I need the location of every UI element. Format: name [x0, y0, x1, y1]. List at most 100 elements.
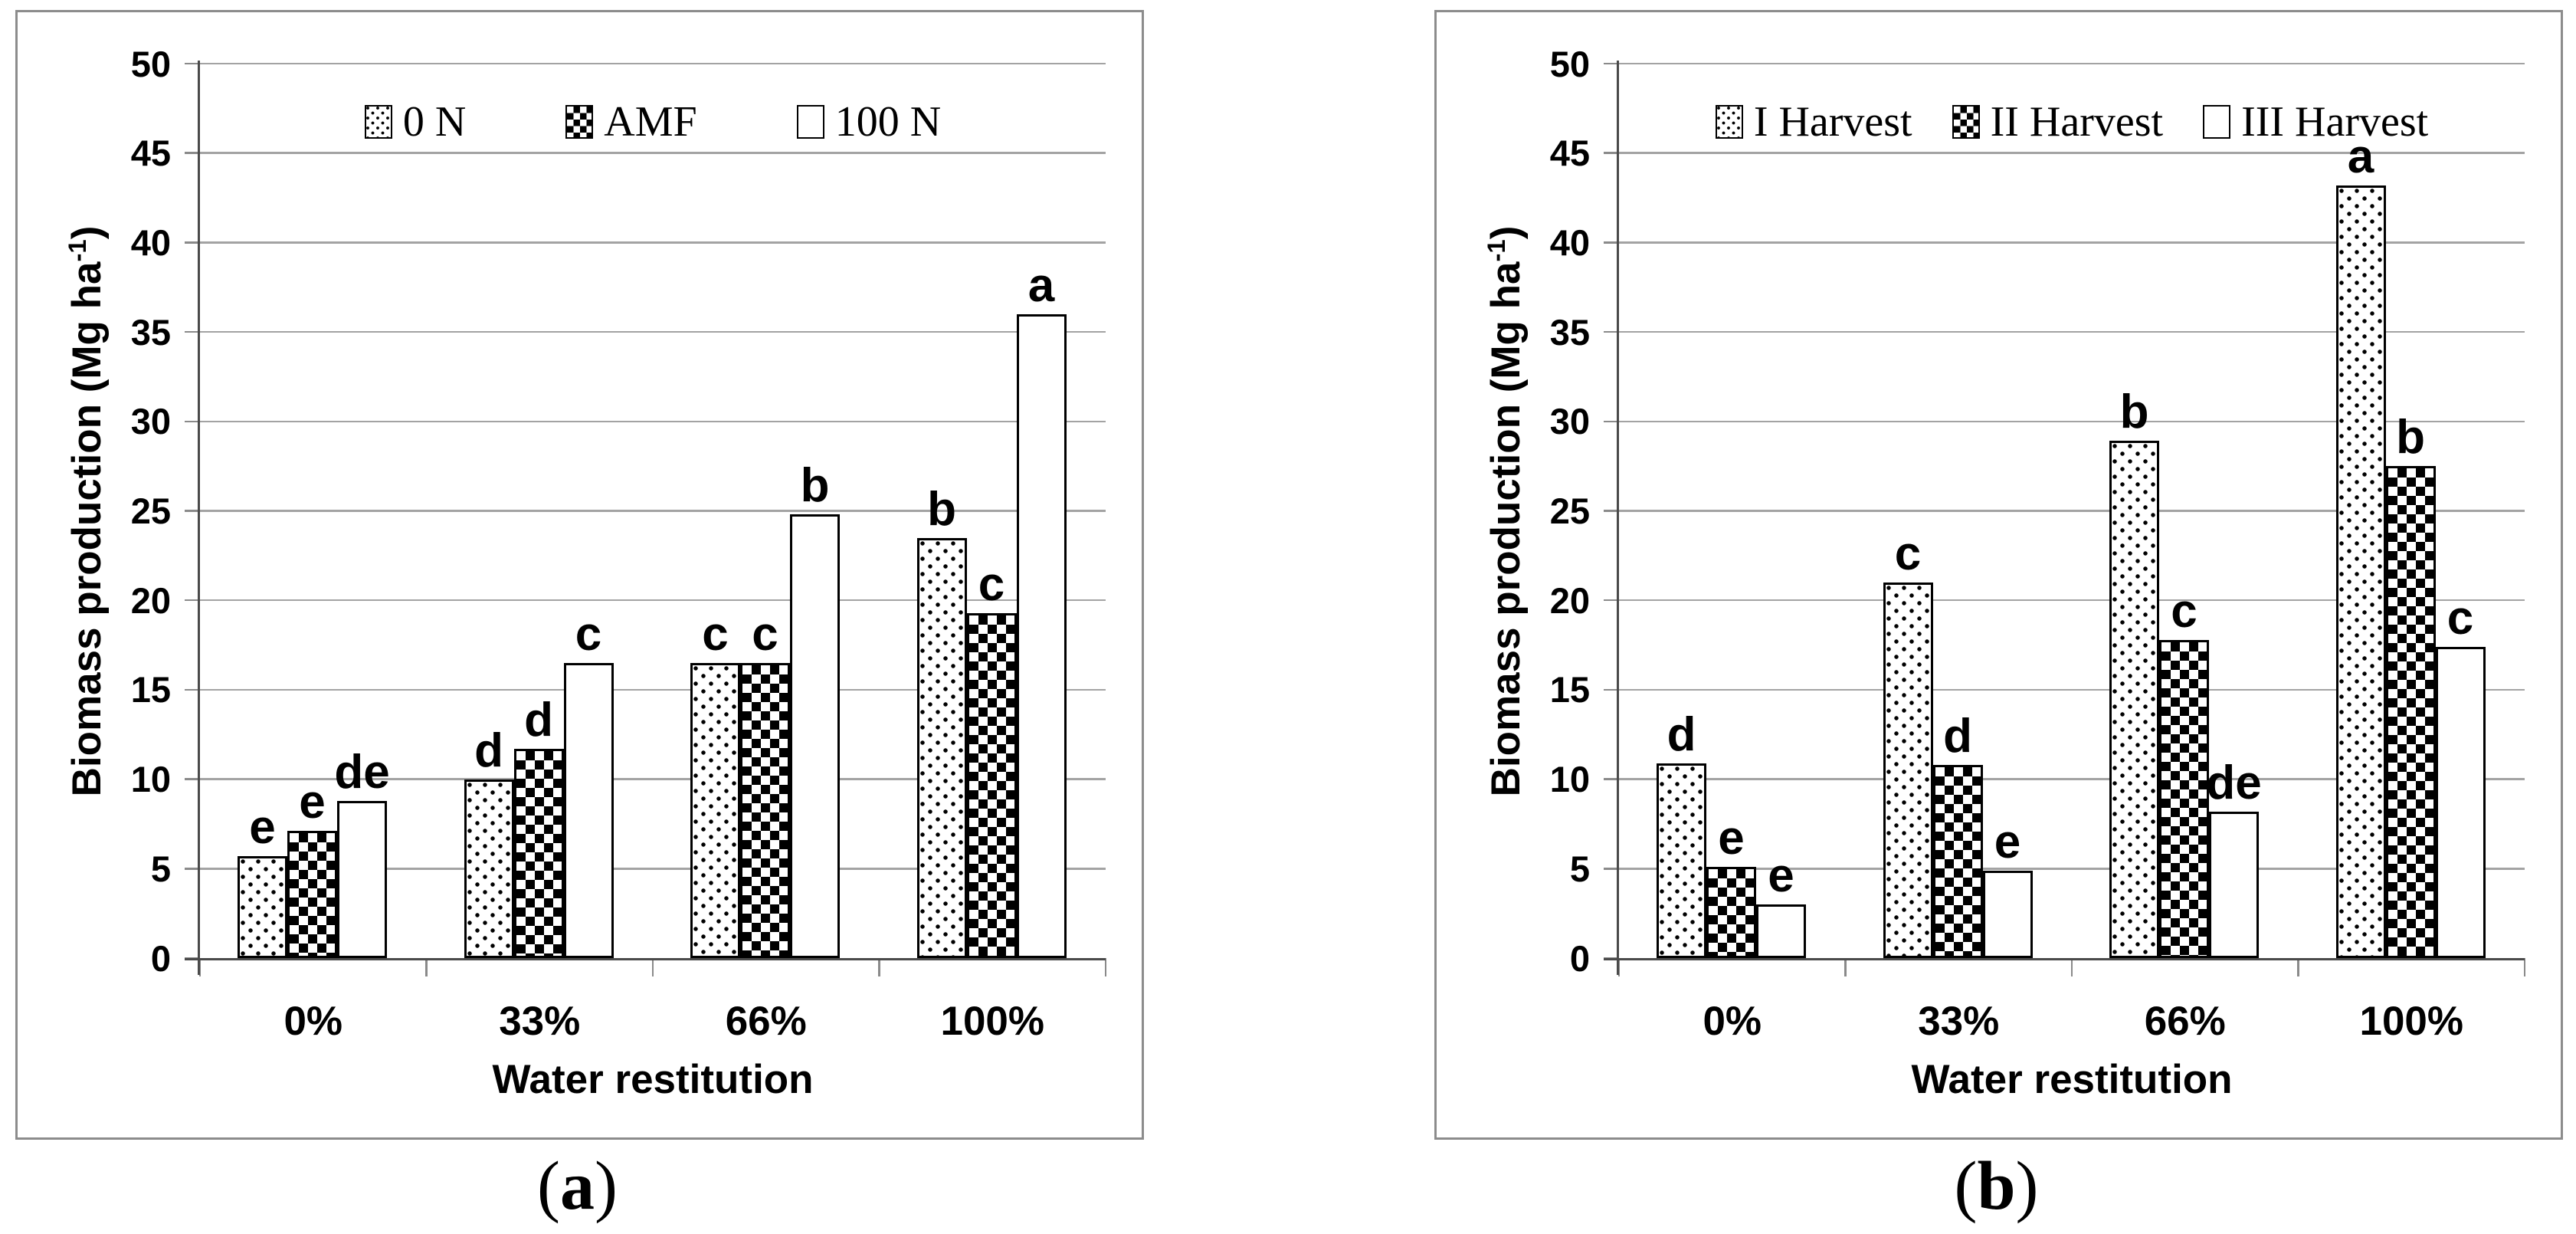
y-tick-label-45: 45 [130, 133, 171, 174]
y-tick-mark-40 [185, 241, 198, 244]
gridline-5 [1619, 868, 2525, 870]
panel-a: 0 5 10 15 20 25 30 35 40 45 50 0% 33% 66% 100% e d c b e d c c… [15, 10, 1144, 1140]
x-tick-label-66%: 66% [2144, 999, 2226, 1044]
y-axis-title: Biomass production (Mg ha-1) [63, 225, 110, 796]
y-tick-mark-20 [1604, 599, 1617, 602]
y-tick-label-50: 50 [130, 43, 171, 84]
y-tick-label-10: 10 [130, 759, 171, 800]
legend-swatch-dots-icon [1715, 105, 1743, 139]
caption-paren: ) [595, 1148, 618, 1224]
y-tick-label-35: 35 [1549, 311, 1590, 353]
bar-AMF-66% [740, 662, 790, 958]
sig-letter-III-Harvest-100%: c [2447, 591, 2474, 645]
legend-swatch-checker-icon [565, 105, 594, 139]
y-tick-mark-35 [185, 330, 198, 333]
sig-letter-II-Harvest-100%: b [2396, 411, 2425, 464]
legend-swatch-dots-icon [364, 105, 392, 139]
y-tick-label-30: 30 [1549, 401, 1590, 442]
plot-area-b: 0 5 10 15 20 25 30 35 40 45 50 0% 33% 66% 100% d c b a e d c b… [1482, 46, 2526, 1102]
x-tick-mark-3 [878, 958, 880, 976]
x-tick-mark-0 [198, 958, 202, 976]
legend-swatch-checker-icon [1952, 105, 1980, 139]
legend-item-I-Harvest: I Harvest [1715, 97, 1912, 146]
x-axis-title: Water restitution [1911, 1057, 2233, 1102]
y-tick-label-40: 40 [1549, 222, 1590, 263]
bar-III-Harvest-33% [1982, 870, 2033, 958]
bar-100-N-100% [1016, 313, 1067, 958]
sig-letter-I-Harvest-0%: d [1667, 707, 1696, 761]
sig-letter-II-Harvest-33%: d [1943, 709, 1972, 763]
y-tick-label-25: 25 [130, 491, 171, 531]
y-axis-title: Biomass production (Mg ha-1) [1482, 225, 1529, 796]
y-tick-label-20: 20 [1549, 579, 1590, 621]
y-tick-label-50: 50 [1549, 43, 1590, 84]
bar-I-Harvest-0% [1657, 763, 1706, 958]
x-tick-label-0%: 0% [283, 999, 343, 1044]
y-tick-label-45: 45 [1549, 133, 1590, 174]
legend-label: 0 N [402, 98, 467, 146]
bar-I-Harvest-33% [1883, 582, 1933, 958]
y-tick-label-5: 5 [150, 848, 171, 889]
plot-area-a: 0 5 10 15 20 25 30 35 40 45 50 0% 33% 66% 100% e d c b e d c c… [63, 46, 1107, 1102]
y-tick-mark-35 [1604, 330, 1617, 333]
y-axis-line [1617, 61, 1619, 975]
y-tick-label-5: 5 [1569, 848, 1590, 889]
sig-letter-I-Harvest-33%: c [1894, 527, 1922, 580]
sig-letter-0-N-66%: c [702, 607, 729, 661]
legend-item-0-N: 0 N [364, 97, 467, 146]
y-tick-mark-40 [1604, 241, 1617, 244]
sig-letter-100-N-33%: c [575, 607, 602, 661]
caption-letter: a [560, 1148, 595, 1224]
bar-0-N-33% [464, 779, 514, 958]
bar-AMF-100% [966, 612, 1017, 958]
x-axis-line [1604, 958, 2525, 960]
legend-label: I Harvest [1753, 98, 1912, 146]
x-tick-mark-4 [2523, 958, 2526, 976]
panel-b-caption: (b) [1434, 1148, 2558, 1225]
legend: 0 N AMF 100 N [200, 97, 1106, 146]
caption-paren: ( [1954, 1148, 1978, 1224]
sig-letter-0-N-33%: d [474, 724, 503, 777]
caption-paren: ) [2015, 1148, 2039, 1224]
gridline-45 [1619, 152, 2525, 154]
x-tick-mark-2 [2070, 958, 2073, 976]
y-tick-label-30: 30 [130, 401, 171, 442]
y-tick-mark-45 [185, 152, 198, 154]
y-tick-mark-25 [1604, 510, 1617, 512]
bar-I-Harvest-100% [2335, 185, 2386, 958]
y-tick-mark-50 [185, 62, 198, 65]
panel-b: 0 5 10 15 20 25 30 35 40 45 50 0% 33% 66% 100% d c b a e d c b… [1434, 10, 2563, 1140]
gridline-15 [200, 688, 1106, 691]
sig-letter-100-N-66%: b [800, 459, 830, 513]
x-tick-label-33%: 33% [499, 999, 581, 1044]
gridline-40 [1619, 241, 2525, 244]
bar-100-N-66% [790, 514, 840, 958]
bar-II-Harvest-33% [1932, 764, 1983, 958]
sig-letter-II-Harvest-0%: e [1718, 811, 1745, 865]
bar-II-Harvest-0% [1706, 866, 1756, 958]
gridline-45 [200, 152, 1106, 154]
sig-letter-100-N-100%: a [1027, 258, 1055, 312]
gridline-50 [200, 62, 1106, 65]
gridline-35 [200, 330, 1106, 333]
legend-label: III Harvest [2241, 98, 2429, 146]
x-tick-label-0%: 0% [1703, 999, 1762, 1044]
y-tick-mark-50 [1604, 62, 1617, 65]
sig-letter-0-N-100%: b [927, 482, 956, 536]
x-tick-label-66%: 66% [725, 999, 807, 1044]
y-tick-mark-25 [185, 510, 198, 512]
gridline-35 [1619, 330, 2525, 333]
gridline-5 [200, 868, 1106, 870]
gridline-25 [200, 510, 1106, 512]
bar-100-N-0% [337, 800, 387, 958]
gridline-20 [200, 599, 1106, 602]
sig-letter-AMF-100%: c [978, 557, 1005, 611]
sig-letter-I-Harvest-66%: b [2119, 386, 2149, 439]
y-tick-mark-15 [185, 688, 198, 691]
bar-AMF-33% [513, 748, 564, 958]
y-tick-label-25: 25 [1549, 491, 1590, 531]
y-tick-mark-5 [1604, 868, 1617, 870]
bar-III-Harvest-100% [2435, 646, 2486, 958]
x-tick-mark-1 [425, 958, 428, 976]
legend-label: 100 N [834, 98, 942, 146]
